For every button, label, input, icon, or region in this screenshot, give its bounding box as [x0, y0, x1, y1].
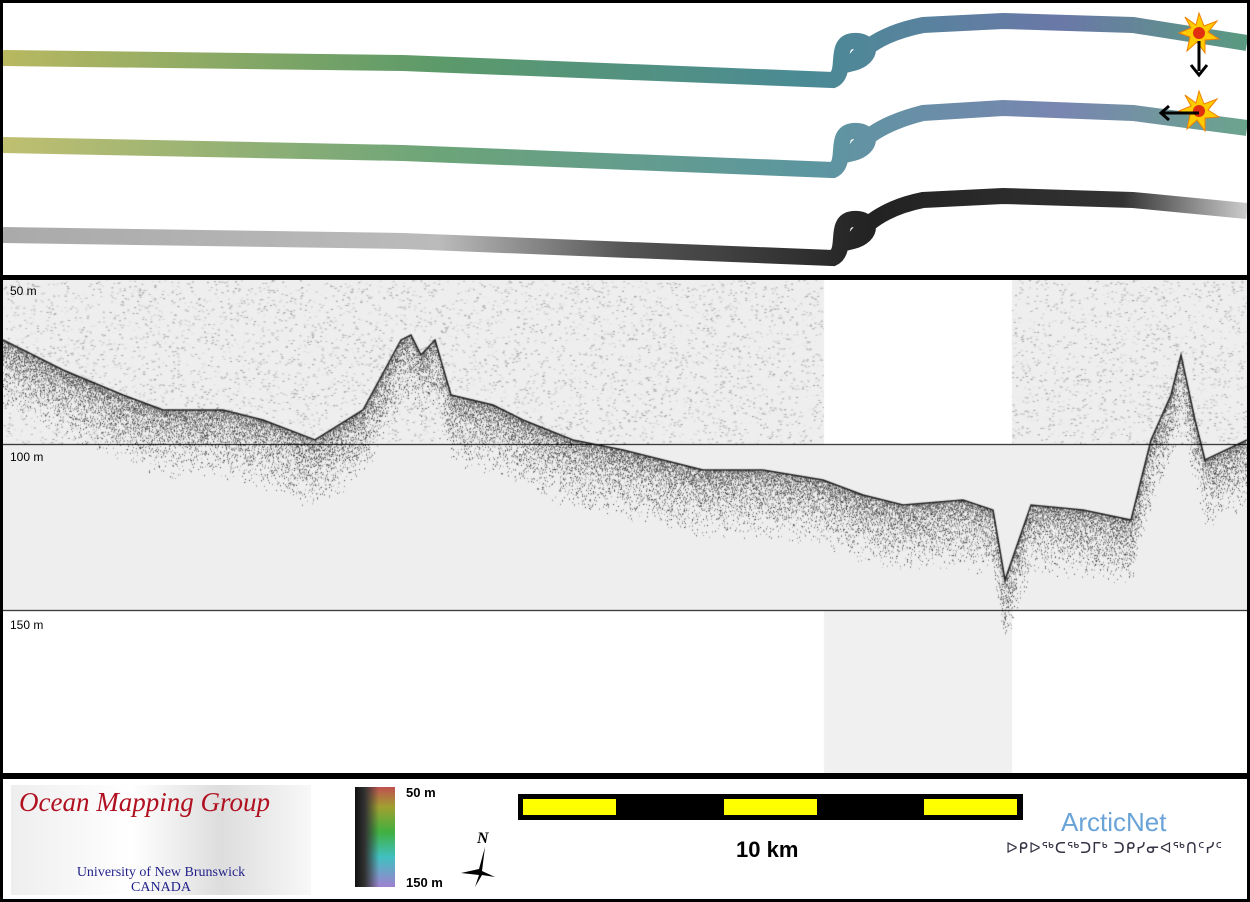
- colorbar-top-label: 50 m: [406, 785, 436, 800]
- depth-colorbar: [355, 787, 395, 887]
- track-bathymetry-shaded: [3, 108, 1247, 170]
- scale-bar-label: 10 km: [736, 837, 798, 863]
- scale-bar-segment: [924, 799, 1017, 815]
- ocean-mapping-group-logo: Ocean Mapping Group University of New Br…: [11, 785, 311, 895]
- legend-panel: Ocean Mapping Group University of New Br…: [3, 779, 1247, 899]
- subbottom-profile-panel: 50 m 100 m 150 m: [3, 280, 1247, 773]
- track-bathymetry-colour: [3, 21, 1247, 80]
- swath-map-panel: [3, 3, 1247, 275]
- profile-echogram: [3, 280, 1247, 773]
- swath-tracks: [3, 3, 1247, 275]
- logo-title: Ocean Mapping Group: [19, 787, 270, 818]
- north-arrow-icon: N: [455, 829, 505, 889]
- north-label: N: [476, 830, 490, 847]
- logo-university: University of New Brunswick: [11, 865, 311, 880]
- scale-bar: [518, 794, 1023, 820]
- depth-label-100: 100 m: [10, 450, 43, 464]
- logo-affiliation: University of New Brunswick CANADA: [11, 865, 311, 895]
- arcticnet-logo: ArcticNet: [1061, 807, 1166, 838]
- arcticnet-subtitle: ᐅᑭᐅᖅᑕᖅᑐᒥᒃ ᑐᑭᓯᓂᐊᖅᑎᑦᓯᑦ: [1006, 839, 1223, 857]
- scale-bar-segment: [523, 799, 616, 815]
- depth-label-150: 150 m: [10, 618, 43, 632]
- logo-country: CANADA: [11, 880, 311, 895]
- depth-label-50: 50 m: [10, 284, 37, 298]
- track-backscatter: [3, 196, 1247, 258]
- colorbar-bottom-label: 150 m: [406, 875, 443, 890]
- scale-bar-segment: [724, 799, 817, 815]
